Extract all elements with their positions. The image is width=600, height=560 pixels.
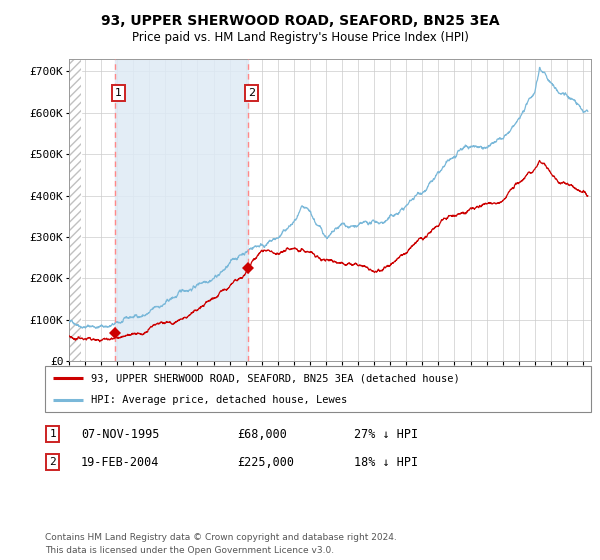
Text: Contains HM Land Registry data © Crown copyright and database right 2024.
This d: Contains HM Land Registry data © Crown c…	[45, 533, 397, 554]
Text: £225,000: £225,000	[237, 455, 294, 469]
Text: 1: 1	[49, 429, 56, 439]
Text: 2: 2	[248, 88, 256, 98]
Text: 2: 2	[49, 457, 56, 467]
Text: 93, UPPER SHERWOOD ROAD, SEAFORD, BN25 3EA: 93, UPPER SHERWOOD ROAD, SEAFORD, BN25 3…	[101, 14, 499, 28]
Text: £68,000: £68,000	[237, 427, 287, 441]
Text: HPI: Average price, detached house, Lewes: HPI: Average price, detached house, Lewe…	[91, 395, 347, 405]
Bar	[69, 59, 81, 361]
Text: 1: 1	[115, 88, 122, 98]
FancyBboxPatch shape	[45, 366, 591, 412]
Text: 18% ↓ HPI: 18% ↓ HPI	[354, 455, 418, 469]
Text: 93, UPPER SHERWOOD ROAD, SEAFORD, BN25 3EA (detached house): 93, UPPER SHERWOOD ROAD, SEAFORD, BN25 3…	[91, 373, 460, 383]
Text: 27% ↓ HPI: 27% ↓ HPI	[354, 427, 418, 441]
Text: 07-NOV-1995: 07-NOV-1995	[81, 427, 160, 441]
Text: Price paid vs. HM Land Registry's House Price Index (HPI): Price paid vs. HM Land Registry's House …	[131, 31, 469, 44]
Bar	[69, 59, 81, 361]
Bar	[115, 59, 248, 361]
Text: 19-FEB-2004: 19-FEB-2004	[81, 455, 160, 469]
